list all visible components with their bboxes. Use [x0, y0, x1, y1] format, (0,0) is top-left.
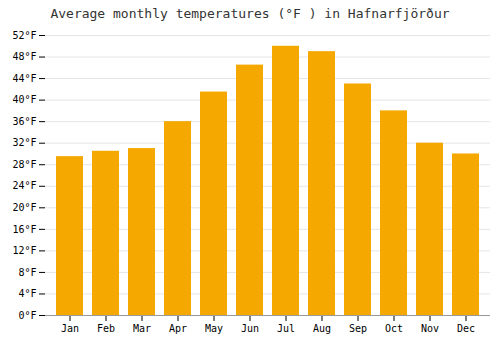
svg-text:36°F: 36°F — [12, 116, 36, 127]
svg-text:Sep: Sep — [349, 323, 367, 334]
svg-text:52°F: 52°F — [12, 30, 36, 41]
svg-text:Oct: Oct — [385, 323, 403, 334]
svg-text:Feb: Feb — [97, 323, 115, 334]
svg-text:24°F: 24°F — [12, 180, 36, 191]
svg-text:16°F: 16°F — [12, 224, 36, 235]
svg-text:12°F: 12°F — [12, 245, 36, 256]
svg-text:Mar: Mar — [133, 323, 151, 334]
svg-text:Jan: Jan — [61, 323, 79, 334]
svg-text:4°F: 4°F — [18, 288, 36, 299]
svg-text:May: May — [205, 323, 223, 334]
svg-text:Nov: Nov — [421, 323, 439, 334]
svg-text:40°F: 40°F — [12, 94, 36, 105]
svg-text:Jun: Jun — [241, 323, 259, 334]
svg-text:Apr: Apr — [169, 323, 187, 334]
svg-text:44°F: 44°F — [12, 73, 36, 84]
svg-text:Jul: Jul — [277, 323, 295, 334]
svg-text:48°F: 48°F — [12, 51, 36, 62]
svg-text:32°F: 32°F — [12, 137, 36, 148]
svg-text:Dec: Dec — [457, 323, 475, 334]
svg-text:28°F: 28°F — [12, 159, 36, 170]
html-text:Average monthly temperatures (: Average monthly temperatures (°F ) in Ha… — [50, 6, 450, 21]
svg-text:8°F: 8°F — [18, 267, 36, 278]
svg-text:20°F: 20°F — [12, 202, 36, 213]
svg-text:0°F: 0°F — [18, 310, 36, 321]
svg-text:Aug: Aug — [313, 323, 331, 334]
